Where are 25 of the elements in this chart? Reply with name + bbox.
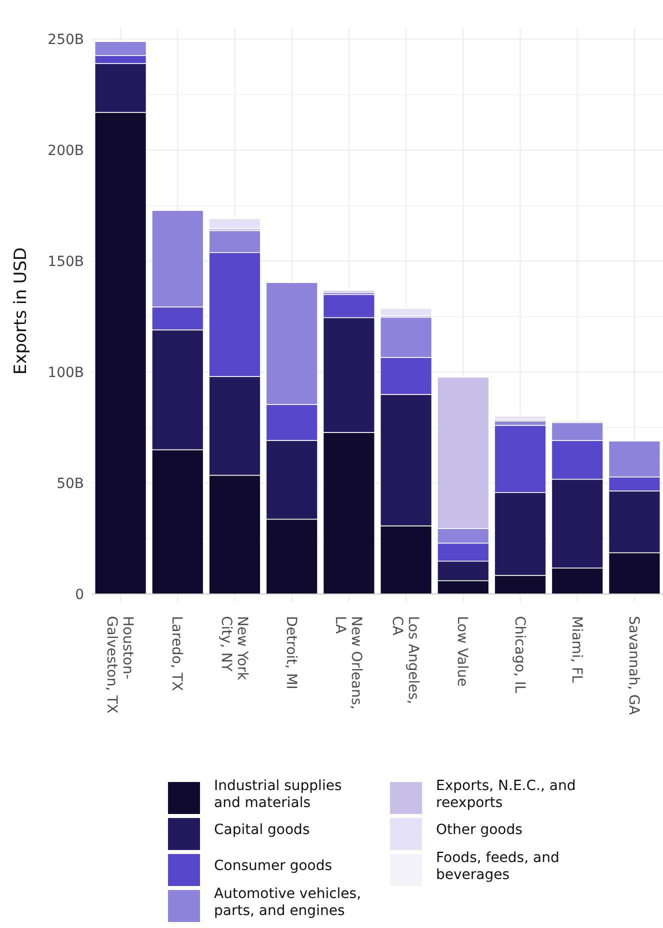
x-tick-label: Houston-Galveston, TX: [104, 616, 136, 714]
y-tick-label: 250B: [48, 32, 84, 48]
legend-label: Automotive vehicles, parts, and engines: [214, 886, 362, 919]
legend-label: Industrial supplies and materials: [214, 778, 342, 811]
x-tick-label: New Orleans, LA: [332, 616, 364, 710]
x-tick-label: Low Value: [454, 616, 470, 686]
x-tick-label: Savannah, GA: [625, 616, 642, 716]
y-axis-title: Exports in USD: [11, 247, 31, 375]
legend-label: Capital goods: [214, 822, 310, 838]
legend-label: Other goods: [436, 822, 522, 838]
y-tick-label: 150B: [48, 254, 84, 270]
y-tick-label: 100B: [48, 364, 84, 381]
y-tick-label: 200B: [48, 142, 84, 159]
legend-label: Foods, feeds, and beverages: [436, 850, 560, 883]
y-tick-label: 0: [75, 586, 84, 603]
x-tick-label: Detroit, MI: [282, 616, 299, 690]
bar: [208, 218, 261, 229]
legend-label: Consumer goods: [214, 858, 332, 874]
x-tick-label: Los Angeles, CA: [389, 616, 422, 704]
y-tick-label: 50B: [56, 476, 84, 492]
x-tick-label: Chicago, IL: [511, 616, 528, 694]
legend-label: Exports, N.E.C., and reexports: [436, 778, 576, 811]
x-tick-label: Laredo, TX: [168, 616, 185, 692]
x-tick-label: Miami, FL: [568, 616, 584, 684]
x-tick-label: New York City, NY: [218, 616, 250, 681]
